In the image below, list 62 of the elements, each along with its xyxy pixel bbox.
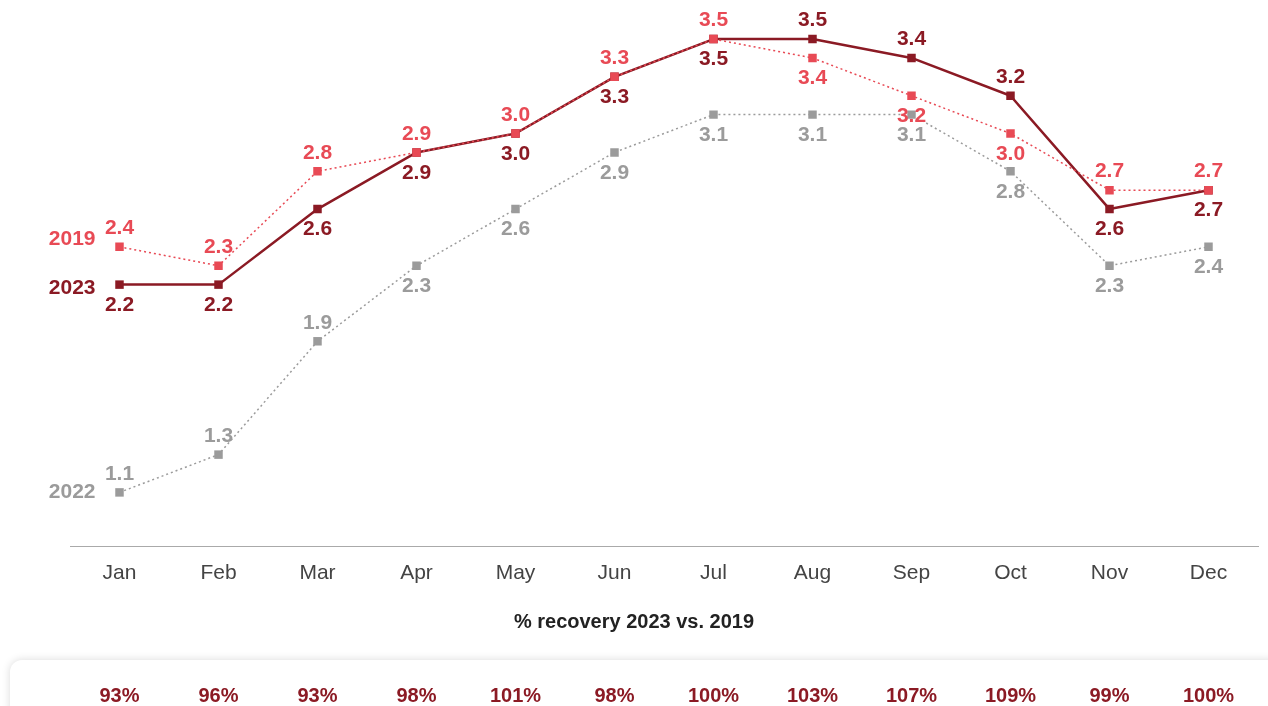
text: 96%: [197, 684, 240, 706]
data-label: 3.0: [500, 140, 531, 164]
data-label: 3.0: [500, 101, 531, 125]
data-label: 2.6: [1094, 216, 1125, 240]
data-label: 2.6: [500, 216, 531, 240]
data-label: 2.6: [302, 216, 333, 240]
data-label: 3.3: [599, 84, 630, 108]
data-label: 2.4: [104, 215, 135, 239]
x-tick-label: Dec: [1189, 560, 1228, 584]
text: 98%: [395, 684, 438, 706]
data-label: 2.7: [1094, 158, 1125, 182]
data-label: 3.1: [698, 121, 729, 145]
data-label: 3.0: [995, 140, 1026, 164]
data-label: 3.4: [896, 26, 927, 50]
text: 100%: [1181, 684, 1236, 706]
series-label: 2019: [48, 225, 96, 249]
text: 93%: [296, 684, 339, 706]
data-label: 2.3: [1094, 273, 1125, 297]
data-label: 3.1: [797, 121, 828, 145]
x-tick-label: Feb: [200, 560, 237, 584]
x-tick-label: Oct: [994, 560, 1027, 584]
data-label: 1.3: [203, 422, 234, 446]
data-label: 2.4: [1193, 254, 1224, 278]
data-label: 3.5: [698, 46, 729, 70]
data-label: 2.7: [1193, 158, 1224, 182]
text: 103%: [785, 684, 840, 706]
x-tick-label: Sep: [892, 560, 931, 584]
text: 98%: [593, 684, 636, 706]
text: 107%: [884, 684, 939, 706]
data-label: 2.9: [599, 159, 630, 183]
text: 100%: [686, 684, 741, 706]
data-label: 3.5: [698, 7, 729, 31]
data-label: 2.9: [401, 159, 432, 183]
data-label: 3.5: [797, 7, 828, 31]
series-label: 2022: [48, 479, 96, 503]
data-label: 3.2: [995, 64, 1026, 88]
data-label: 2.8: [302, 139, 333, 163]
series-label: 2023: [48, 275, 96, 299]
x-tick-label: Jan: [102, 560, 137, 584]
data-label: 2.2: [203, 291, 234, 315]
data-label: 2.7: [1193, 197, 1224, 221]
data-label: 1.1: [104, 460, 135, 484]
text: % recovery 2023 vs. 2019: [512, 610, 756, 633]
data-label: 2.3: [401, 273, 432, 297]
x-tick-label: Jul: [700, 560, 727, 584]
x-tick-label: Apr: [400, 560, 433, 584]
text: 99%: [1088, 684, 1131, 706]
data-label: 2.8: [995, 178, 1026, 202]
data-label: 3.3: [599, 45, 630, 69]
data-label: 3.4: [797, 65, 828, 89]
x-tick-label: Mar: [299, 560, 336, 584]
text: 109%: [983, 684, 1038, 706]
data-label: 2.3: [203, 234, 234, 258]
x-tick-label: May: [495, 560, 536, 584]
x-tick-label: Aug: [793, 560, 832, 584]
text: 93%: [98, 684, 141, 706]
x-tick-label: Nov: [1090, 560, 1129, 584]
data-label: 2.9: [401, 120, 432, 144]
x-tick-label: Jun: [597, 560, 632, 584]
data-label: 1.9: [302, 309, 333, 333]
data-label: 2.2: [104, 291, 135, 315]
text: 101%: [488, 684, 543, 706]
